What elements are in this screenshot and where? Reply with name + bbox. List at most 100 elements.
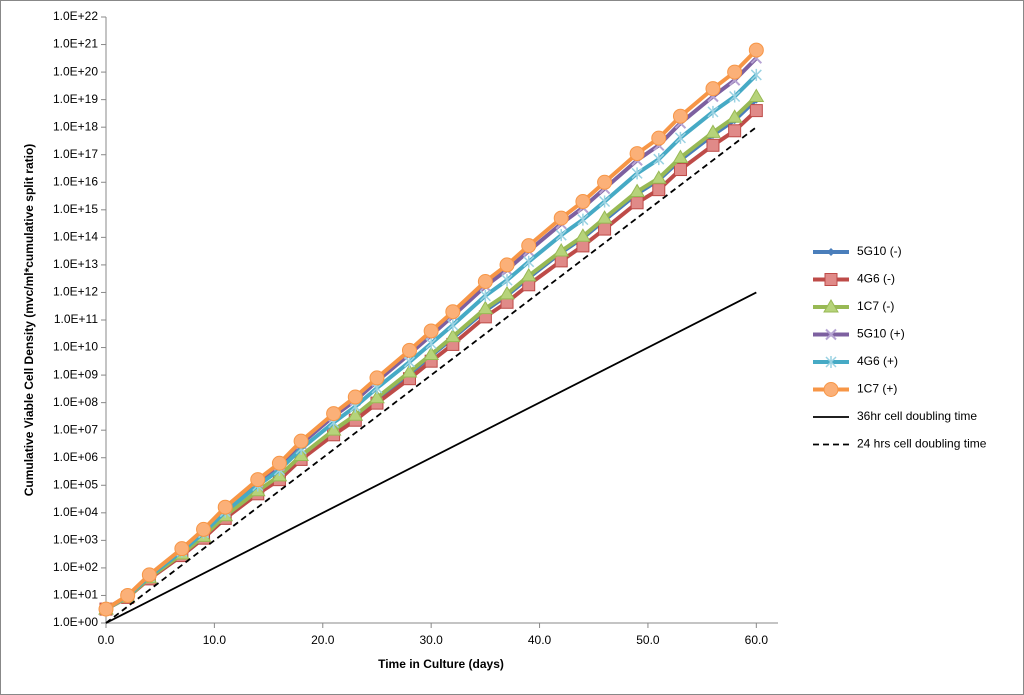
marker <box>401 342 417 358</box>
marker <box>477 273 493 289</box>
marker <box>729 90 741 103</box>
legend-label: 5G10 (+) <box>857 327 905 341</box>
marker <box>403 355 416 368</box>
marker <box>705 81 721 97</box>
marker <box>326 406 342 422</box>
marker <box>706 138 720 152</box>
legend-label: 24 hrs cell doubling time <box>857 437 987 451</box>
marker <box>650 170 667 184</box>
marker <box>652 183 666 197</box>
plot-area <box>98 42 765 624</box>
marker <box>707 105 719 118</box>
y-tick-label: 1.0E+05 <box>53 477 98 491</box>
x-tick-label: 20.0 <box>311 633 335 647</box>
marker <box>425 337 437 350</box>
marker <box>823 299 839 313</box>
marker <box>521 238 537 254</box>
marker <box>598 222 612 236</box>
legend-label: 4G6 (-) <box>857 272 895 286</box>
series-line <box>105 126 757 624</box>
y-tick-label: 1.0E+09 <box>53 367 98 381</box>
x-tick-label: 60.0 <box>745 633 769 647</box>
marker <box>629 146 645 162</box>
marker <box>599 195 611 208</box>
marker <box>674 131 686 144</box>
marker <box>120 587 136 603</box>
marker <box>479 289 491 302</box>
marker <box>98 601 114 617</box>
marker <box>748 88 765 102</box>
legend-item: 5G10 (+) <box>813 327 905 341</box>
marker <box>597 174 613 190</box>
marker <box>520 267 537 282</box>
marker <box>750 68 762 81</box>
marker <box>553 210 569 226</box>
marker <box>423 323 439 339</box>
marker <box>141 567 157 583</box>
x-tick-label: 50.0 <box>636 633 660 647</box>
y-tick-label: 1.0E+04 <box>53 505 98 519</box>
marker <box>630 196 644 210</box>
marker <box>673 163 687 177</box>
x-tick-label: 40.0 <box>528 633 552 647</box>
y-tick-label: 1.0E+18 <box>53 119 98 133</box>
marker <box>369 370 385 386</box>
y-tick-label: 1.0E+15 <box>53 202 98 216</box>
y-tick-label: 1.0E+14 <box>53 230 98 244</box>
marker <box>629 183 645 198</box>
marker <box>705 124 721 138</box>
marker <box>196 521 212 537</box>
legend-item: 5G10 (-) <box>813 244 902 258</box>
y-tick-label: 1.0E+06 <box>53 450 98 464</box>
y-tick-label: 1.0E+00 <box>53 615 98 629</box>
y-tick-label: 1.0E+21 <box>53 37 98 51</box>
y-tick-label: 1.0E+20 <box>53 64 98 78</box>
marker <box>575 228 591 242</box>
series-line <box>105 291 757 624</box>
y-tick-label: 1.0E+22 <box>53 9 98 23</box>
legend-item: 4G6 (+) <box>813 354 898 368</box>
marker <box>577 213 589 226</box>
y-tick-label: 1.0E+11 <box>54 312 98 326</box>
marker <box>445 304 461 320</box>
marker <box>369 389 385 404</box>
marker <box>827 248 835 256</box>
legend-label: 5G10 (-) <box>857 244 902 258</box>
marker <box>271 455 287 471</box>
legend-item: 24 hrs cell doubling time <box>813 437 987 451</box>
y-tick-label: 1.0E+01 <box>53 588 98 602</box>
marker <box>347 389 363 405</box>
y-tick-label: 1.0E+19 <box>53 92 98 106</box>
x-tick-label: 0.0 <box>98 633 115 647</box>
y-tick-label: 1.0E+10 <box>53 340 98 354</box>
legend-label: 1C7 (-) <box>857 299 894 313</box>
legend-item: 4G6 (-) <box>813 272 895 286</box>
marker <box>596 210 613 224</box>
legend-item: 36hr cell doubling time <box>813 409 977 423</box>
y-tick-label: 1.0E+07 <box>53 422 98 436</box>
y-tick-label: 1.0E+17 <box>53 147 98 161</box>
marker <box>748 42 764 58</box>
marker <box>477 300 494 315</box>
legend-label: 4G6 (+) <box>857 354 898 368</box>
marker <box>825 328 837 341</box>
marker <box>575 194 591 210</box>
marker <box>672 149 689 164</box>
y-tick-label: 1.0E+12 <box>53 285 98 299</box>
marker <box>217 499 233 515</box>
marker <box>523 255 535 268</box>
marker <box>293 433 309 449</box>
marker <box>499 285 515 300</box>
marker <box>728 124 742 138</box>
x-tick-label: 30.0 <box>419 633 443 647</box>
marker <box>325 422 342 436</box>
marker <box>653 153 665 166</box>
marker <box>727 64 743 80</box>
marker <box>347 407 364 421</box>
marker <box>631 167 643 180</box>
marker <box>401 363 418 378</box>
marker <box>726 109 743 123</box>
y-axis-title: Cumulative Viable Cell Density (mvc/ml*c… <box>22 144 36 497</box>
